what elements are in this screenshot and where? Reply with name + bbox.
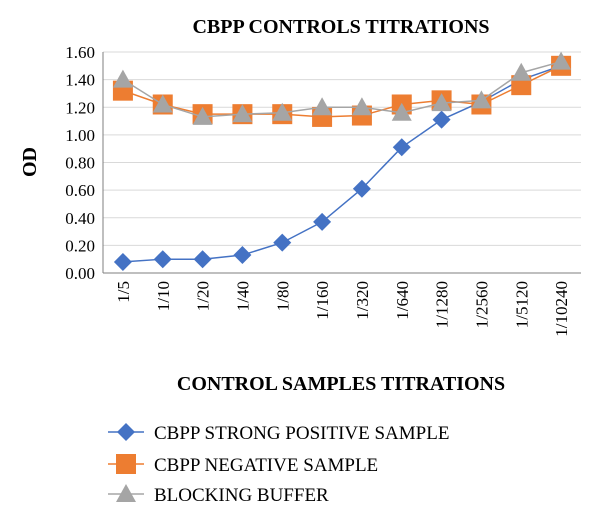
data-point — [432, 110, 451, 129]
y-axis-title: OD — [19, 147, 41, 177]
y-tick-label: 1.60 — [65, 43, 95, 62]
data-point — [273, 233, 292, 252]
x-tick-labels: 1/5 1/10 1/20 1/40 1/80 1/160 1/320 1/640 1/1280… — [114, 281, 571, 337]
x-tick-label: 1/1280 — [433, 281, 452, 328]
data-point — [391, 102, 412, 121]
legend: CBPP STRONG POSITIVE SAMPLE CBPP NEGATIVE… — [108, 423, 449, 506]
y-tick-label: 1.20 — [65, 98, 95, 117]
legend-item-3: BLOCKING BUFFER — [108, 484, 329, 506]
x-tick-label: 1/160 — [313, 281, 332, 320]
x-tick-label: 1/80 — [273, 281, 292, 311]
x-tick-label: 1/20 — [194, 281, 213, 311]
series-line — [122, 65, 562, 263]
x-tick-label: 1/10240 — [552, 281, 571, 337]
x-tick-label: 1/320 — [353, 281, 372, 320]
data-point — [471, 90, 492, 109]
data-point — [352, 179, 371, 198]
data-point — [192, 106, 213, 125]
data-point — [112, 69, 133, 88]
legend-marker — [117, 423, 135, 441]
y-tick-label: 1.00 — [65, 126, 95, 145]
data-point — [312, 97, 333, 116]
series-group — [112, 51, 572, 271]
x-tick-label: 1/5 — [114, 281, 133, 303]
y-tick-label: 0.40 — [65, 209, 95, 228]
data-point — [113, 252, 132, 271]
data-point — [272, 102, 293, 121]
y-tick-label: 1.40 — [65, 71, 95, 90]
y-tick-labels: 0.00 0.20 0.40 0.60 0.80 1.00 1.20 1.40 1.60 — [65, 43, 95, 283]
series-3 — [112, 51, 572, 125]
data-point — [551, 51, 572, 70]
data-point — [233, 246, 252, 265]
legend-marker — [116, 454, 136, 474]
y-tick-label: 0.20 — [65, 236, 95, 255]
data-point — [152, 94, 173, 113]
legend-item-1: CBPP STRONG POSITIVE SAMPLE — [108, 423, 449, 444]
y-tick-label: 0.00 — [65, 264, 95, 283]
legend-label: BLOCKING BUFFER — [154, 485, 329, 506]
x-tick-label: 1/2560 — [472, 281, 491, 328]
data-point — [511, 62, 532, 81]
series-1 — [113, 56, 571, 271]
legend-marker — [116, 484, 136, 502]
y-tick-label: 0.60 — [65, 181, 95, 200]
x-axis-title: CONTROL SAMPLES TITRATIONS — [177, 373, 505, 395]
data-point — [232, 104, 253, 123]
data-point — [193, 250, 212, 269]
data-point — [153, 250, 172, 269]
legend-label: CBPP STRONG POSITIVE SAMPLE — [154, 423, 449, 444]
x-tick-label: 1/5120 — [512, 281, 531, 328]
legend-item-2: CBPP NEGATIVE SAMPLE — [108, 454, 378, 476]
data-point — [392, 138, 411, 157]
series-2 — [112, 55, 572, 127]
x-tick-label: 1/10 — [154, 281, 173, 311]
x-tick-label: 1/40 — [233, 281, 252, 311]
data-point — [351, 97, 372, 116]
data-point — [313, 212, 332, 231]
data-point — [431, 93, 452, 112]
legend-label: CBPP NEGATIVE SAMPLE — [154, 455, 378, 476]
axes — [102, 52, 581, 274]
chart-title: CBPP CONTROLS TITRATIONS — [192, 16, 489, 38]
x-tick-label: 1/640 — [393, 281, 412, 320]
series-line — [122, 60, 562, 118]
y-tick-label: 0.80 — [65, 154, 95, 173]
